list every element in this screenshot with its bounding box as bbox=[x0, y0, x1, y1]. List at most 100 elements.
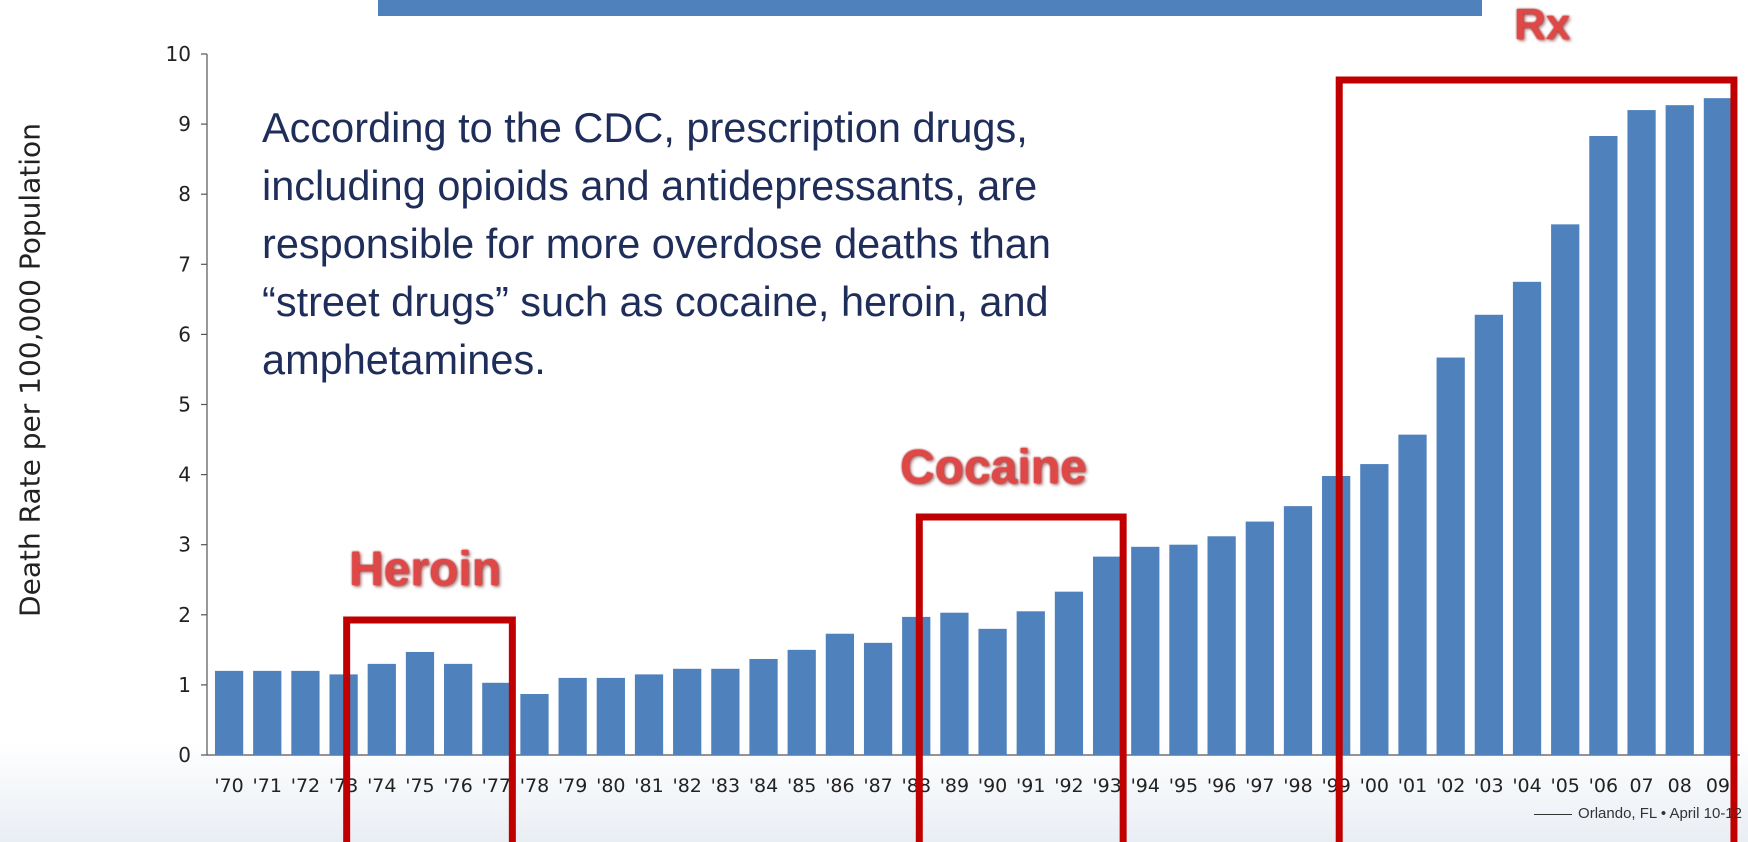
x-tick-label: '97 bbox=[1245, 775, 1274, 797]
y-tick-label: 6 bbox=[178, 322, 191, 346]
bar bbox=[1169, 544, 1198, 755]
highlight-boxes bbox=[343, 76, 1738, 842]
bar bbox=[1436, 357, 1465, 755]
highlight-box-heroin bbox=[343, 616, 516, 842]
x-tick-label: '83 bbox=[711, 775, 740, 797]
x-tick-label: '81 bbox=[634, 775, 663, 797]
y-tick-label: 4 bbox=[178, 463, 191, 487]
bar bbox=[1207, 536, 1236, 755]
x-tick-label: '86 bbox=[825, 775, 854, 797]
x-tick-label: '87 bbox=[863, 775, 892, 797]
bar bbox=[978, 628, 1007, 755]
x-tick-label: '75 bbox=[405, 775, 434, 797]
callout-line: According to the CDC, prescription drugs… bbox=[262, 104, 1028, 151]
x-tick-label: '00 bbox=[1360, 775, 1389, 797]
bar bbox=[444, 663, 473, 755]
bar bbox=[711, 668, 740, 755]
y-tick-label: 10 bbox=[166, 42, 191, 66]
x-tick-label: '91 bbox=[1016, 775, 1045, 797]
bar bbox=[1474, 314, 1503, 755]
bar bbox=[787, 649, 816, 755]
x-tick-label: '76 bbox=[443, 775, 472, 797]
y-tick-label: 8 bbox=[178, 182, 191, 206]
x-tick-label: '05 bbox=[1551, 775, 1580, 797]
callout-line: amphetamines. bbox=[262, 336, 546, 383]
y-axis: 0 1 2 3 4 5 6 7 8 9 10 bbox=[166, 42, 1740, 767]
bar bbox=[940, 612, 969, 755]
x-tick-label: '89 bbox=[940, 775, 969, 797]
bar bbox=[1245, 521, 1274, 755]
x-tick-label: '90 bbox=[978, 775, 1007, 797]
x-tick-label: '74 bbox=[367, 775, 396, 797]
callout-line: including opioids and antidepressants, a… bbox=[262, 162, 1038, 209]
bar bbox=[1016, 611, 1045, 755]
bar bbox=[863, 642, 893, 755]
highlight-box-cocaine bbox=[915, 513, 1127, 842]
bar bbox=[482, 682, 511, 755]
y-tick-label: 7 bbox=[178, 252, 191, 276]
x-tick-label: 08 bbox=[1668, 775, 1692, 797]
y-tick-label: 1 bbox=[178, 673, 191, 697]
bar bbox=[214, 670, 244, 755]
x-tick-label: '98 bbox=[1283, 775, 1312, 797]
x-tick-label: '80 bbox=[596, 775, 625, 797]
bar bbox=[367, 663, 396, 755]
y-axis-label: Death Rate per 100,000 Population bbox=[13, 123, 47, 617]
cocaine-label: Cocaine bbox=[900, 441, 1087, 494]
bar bbox=[405, 651, 435, 755]
x-tick-label: '02 bbox=[1436, 775, 1465, 797]
callout-line: responsible for more overdose deaths tha… bbox=[262, 220, 1051, 267]
heroin-label: Heroin bbox=[349, 543, 502, 596]
bar bbox=[1283, 506, 1313, 755]
y-tick-label: 5 bbox=[178, 393, 191, 417]
x-tick-label: '93 bbox=[1092, 775, 1121, 797]
bar bbox=[253, 670, 282, 755]
x-tick-label: 09 bbox=[1706, 775, 1730, 797]
y-tick-label: 9 bbox=[178, 112, 191, 136]
title-banner bbox=[378, 0, 1482, 16]
bar bbox=[1131, 546, 1160, 755]
bar bbox=[1551, 224, 1580, 755]
x-tick-label: '70 bbox=[214, 775, 243, 797]
bar bbox=[749, 658, 778, 755]
bar bbox=[1665, 105, 1694, 756]
y-tick-label: 0 bbox=[178, 743, 191, 767]
x-axis: '70'71'72'73'74'75'76'77'78'79'80'81'82 '… bbox=[214, 775, 1730, 797]
y-tick-label: 2 bbox=[178, 603, 191, 627]
bar bbox=[1703, 98, 1733, 755]
x-tick-label: '77 bbox=[482, 775, 511, 797]
x-tick-label: '72 bbox=[291, 775, 320, 797]
x-tick-label: '92 bbox=[1054, 775, 1083, 797]
bar bbox=[1054, 591, 1084, 755]
bar bbox=[673, 668, 702, 755]
bar bbox=[1627, 110, 1656, 755]
x-tick-label: '01 bbox=[1398, 775, 1427, 797]
footer: Orlando, FL • April 10-12 bbox=[1534, 805, 1742, 822]
x-tick-label: '94 bbox=[1131, 775, 1160, 797]
bar bbox=[1092, 556, 1122, 755]
x-tick-label: '71 bbox=[253, 775, 282, 797]
x-tick-label: '78 bbox=[520, 775, 549, 797]
y-tick-label: 3 bbox=[178, 533, 191, 557]
footer-rule bbox=[1534, 813, 1573, 815]
bar bbox=[291, 670, 320, 755]
x-tick-label: '03 bbox=[1474, 775, 1503, 797]
highlight-box-rx bbox=[1335, 76, 1738, 842]
rx-label: Rx bbox=[1514, 0, 1571, 49]
bar bbox=[1512, 281, 1542, 755]
callout-line: “street drugs” such as cocaine, heroin, … bbox=[262, 278, 1049, 325]
x-tick-label: '79 bbox=[558, 775, 587, 797]
bar bbox=[1589, 136, 1618, 756]
footer-text: Orlando, FL • April 10-12 bbox=[1578, 805, 1742, 822]
bar bbox=[1398, 434, 1427, 755]
x-tick-label: '85 bbox=[787, 775, 816, 797]
x-tick-label: '82 bbox=[672, 775, 701, 797]
bar bbox=[520, 694, 549, 755]
bar bbox=[1360, 464, 1389, 755]
bar bbox=[596, 677, 625, 755]
bar bbox=[558, 677, 587, 755]
x-tick-label: '84 bbox=[749, 775, 778, 797]
bar bbox=[634, 674, 664, 755]
x-tick-label: '96 bbox=[1207, 775, 1236, 797]
